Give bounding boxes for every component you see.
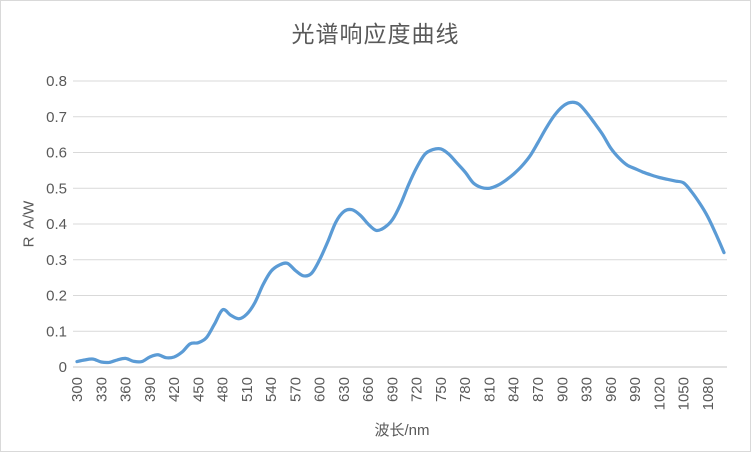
x-tick-label: 300 <box>69 377 86 402</box>
x-tick-label: 480 <box>215 377 232 402</box>
x-tick-label: 720 <box>409 377 426 402</box>
x-tick-label: 930 <box>579 377 596 402</box>
x-tick-label: 390 <box>142 377 159 402</box>
y-tick-label: 0.4 <box>46 216 67 233</box>
x-tick-label: 360 <box>118 377 135 402</box>
y-tick-label: 0.7 <box>46 109 67 126</box>
y-tick-label: 0.2 <box>46 288 67 305</box>
x-tick-label: 420 <box>166 377 183 402</box>
x-tick-label: 630 <box>336 377 353 402</box>
x-tick-label: 780 <box>457 377 474 402</box>
x-tick-label: 570 <box>287 377 304 402</box>
x-tick-label: 660 <box>360 377 377 402</box>
x-tick-label: 870 <box>530 377 547 402</box>
x-tick-label: 810 <box>481 377 498 402</box>
x-tick-label: 600 <box>312 377 329 402</box>
x-tick-label: 990 <box>627 377 644 402</box>
x-tick-label: 900 <box>554 377 571 402</box>
y-tick-label: 0.3 <box>46 252 67 269</box>
x-tick-label: 1050 <box>676 377 693 410</box>
x-tick-label: 1080 <box>700 377 717 410</box>
x-axis-title: 波长/nm <box>374 422 430 439</box>
y-tick-label: 0.6 <box>46 145 67 162</box>
x-tick-label: 960 <box>603 377 620 402</box>
y-tick-label: 0.8 <box>46 73 67 90</box>
y-tick-label: 0 <box>59 359 67 376</box>
x-tick-label: 1020 <box>651 377 668 410</box>
y-tick-label: 0.1 <box>46 323 67 340</box>
y-axis-title: R A/W <box>20 200 38 248</box>
x-tick-label: 510 <box>239 377 256 402</box>
x-tick-label: 840 <box>506 377 523 402</box>
x-tick-label: 690 <box>384 377 401 402</box>
x-tick-label: 450 <box>190 377 207 402</box>
x-tick-label: 330 <box>93 377 110 402</box>
chart-title: 光谱响应度曲线 <box>291 21 460 47</box>
responsivity-curve <box>75 100 726 365</box>
y-tick-label: 0.5 <box>46 180 67 197</box>
x-tick-label: 750 <box>433 377 450 402</box>
x-tick-label: 540 <box>263 377 280 402</box>
